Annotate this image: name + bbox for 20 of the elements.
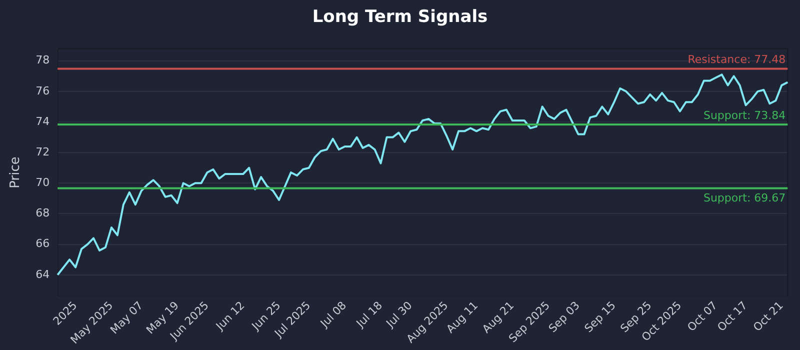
x-tick-label: Oct 21 bbox=[750, 298, 786, 334]
x-tick-label: Jul 30 bbox=[383, 298, 415, 331]
y-tick-label: 76 bbox=[36, 84, 50, 98]
y-tick-label: 78 bbox=[36, 54, 50, 67]
y-tick-label: 66 bbox=[36, 237, 50, 250]
y-tick-label: 72 bbox=[36, 145, 50, 158]
chart-title: Long Term Signals bbox=[311, 6, 489, 29]
ref-line-label: Support: 69.67 bbox=[703, 192, 786, 205]
x-tick-label: Sep 15 bbox=[582, 298, 618, 336]
y-tick-label: 74 bbox=[36, 114, 50, 128]
x-tick-label: Jun 12 bbox=[212, 298, 248, 334]
x-tick-label: Jul 18 bbox=[353, 298, 385, 331]
x-tick-label: Jul 08 bbox=[317, 298, 349, 331]
x-tick-label: Oct 17 bbox=[714, 298, 750, 334]
y-tick-label: 68 bbox=[36, 206, 50, 220]
y-axis-title: Price bbox=[8, 156, 24, 188]
y-tick-label: 64 bbox=[36, 268, 50, 281]
ref-line-label: Resistance: 77.48 bbox=[688, 53, 786, 66]
ref-line-label: Support: 73.84 bbox=[703, 108, 786, 122]
y-tick-label: 70 bbox=[36, 176, 50, 190]
